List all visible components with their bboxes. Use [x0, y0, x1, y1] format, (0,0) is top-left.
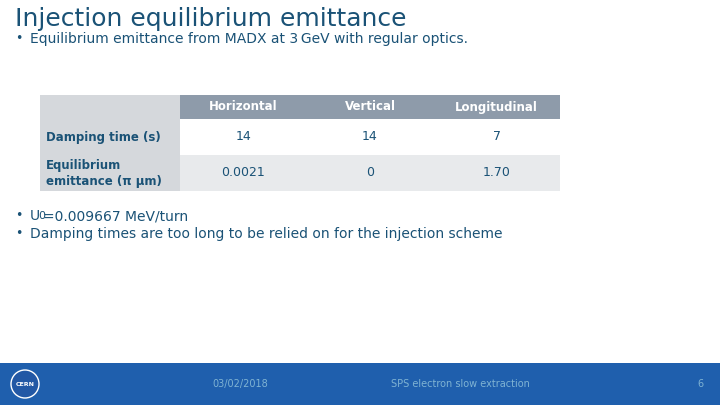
Text: 0: 0 [366, 166, 374, 179]
Text: U: U [30, 209, 40, 223]
Text: 1.70: 1.70 [482, 166, 510, 179]
Circle shape [11, 370, 39, 398]
Bar [180, 119, 560, 155]
Text: •: • [15, 227, 22, 240]
Text: •: • [15, 32, 22, 45]
Text: 03/02/2018: 03/02/2018 [212, 379, 268, 389]
Text: Injection equilibrium emittance: Injection equilibrium emittance [15, 7, 407, 31]
Text: Vertical: Vertical [344, 100, 395, 113]
Text: Damping times are too long to be relied on for the injection scheme: Damping times are too long to be relied … [30, 227, 503, 241]
Text: Damping time (s): Damping time (s) [46, 130, 161, 143]
Text: Equilibrium
emittance (π μm): Equilibrium emittance (π μm) [46, 158, 162, 188]
Bar [180, 155, 560, 191]
Bar [0, 363, 720, 405]
Text: Longitudinal: Longitudinal [455, 100, 538, 113]
Bar [40, 155, 560, 191]
Text: 6: 6 [697, 379, 703, 389]
Text: CERN: CERN [16, 382, 35, 386]
Text: 7: 7 [492, 130, 500, 143]
Text: =0.009667 MeV/turn: =0.009667 MeV/turn [43, 209, 188, 223]
Text: 0: 0 [38, 211, 45, 221]
Bar [40, 95, 560, 119]
Bar [180, 95, 560, 119]
Text: Horizontal: Horizontal [209, 100, 278, 113]
Text: 0.0021: 0.0021 [222, 166, 265, 179]
Bar [40, 119, 560, 155]
Text: 14: 14 [362, 130, 378, 143]
Text: SPS electron slow extraction: SPS electron slow extraction [390, 379, 529, 389]
Text: •: • [15, 209, 22, 222]
Text: Equilibrium emittance from MADX at 3 GeV with regular optics.: Equilibrium emittance from MADX at 3 GeV… [30, 32, 468, 46]
Text: 14: 14 [235, 130, 251, 143]
